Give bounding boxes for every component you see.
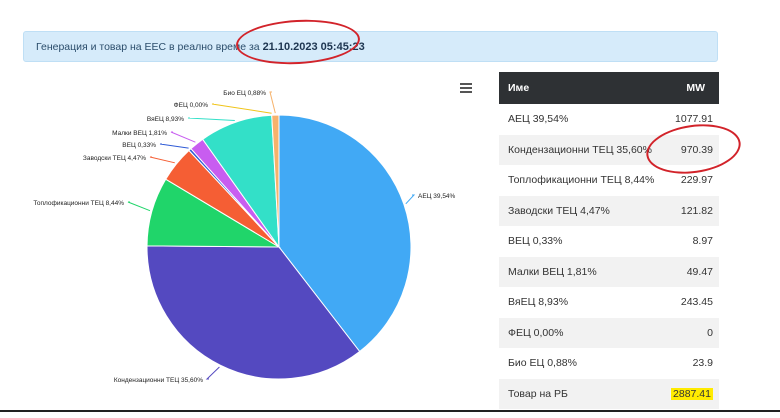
row-mw: 2887.41 (667, 378, 719, 409)
pie-slice[interactable] (271, 114, 280, 248)
table-row: АЕЦ 39,54% 1077.91 (499, 104, 719, 135)
pie-connector (170, 131, 196, 143)
row-name: ВяЕЦ 8,93% (499, 287, 668, 318)
row-mw: 1077.91 (667, 104, 719, 135)
row-name: Заводски ТЕЦ 4,47% (499, 195, 668, 226)
pie-connector (269, 91, 276, 114)
pie-connector (187, 117, 235, 121)
pie-label: Заводски ТЕЦ 4,47% (83, 155, 146, 162)
pie-label: Био ЕЦ 0,88% (223, 90, 266, 97)
row-name: ФЕЦ 0,00% (499, 317, 668, 348)
table-row: ВЕЦ 0,33% 8.97 (499, 226, 719, 257)
row-mw: 49.47 (667, 256, 719, 287)
banner-timestamp: 21.10.2023 05:45:23 (262, 41, 365, 53)
hamburger-icon[interactable] (460, 83, 472, 93)
row-name: Малки ВЕЦ 1,81% (499, 256, 668, 287)
banner-label: Генерация и товар на ЕЕС в реално време … (36, 41, 260, 53)
table-header-row: Име MW (499, 72, 719, 104)
pie-label: Топлофикационни ТЕЦ 8,44% (33, 200, 124, 207)
header-name: Име (499, 72, 668, 104)
banner-text: Генерация и товар на ЕЕС в реално време … (36, 41, 365, 53)
row-mw: 121.82 (667, 195, 719, 226)
row-mw: 23.9 (667, 348, 719, 379)
pie-label: ВяЕЦ 8,93% (147, 116, 184, 123)
table-row: Био ЕЦ 0,88% 23.9 (499, 348, 719, 379)
pie-connector (159, 143, 189, 149)
pie-connector (149, 156, 175, 164)
row-mw: 229.97 (667, 165, 719, 196)
pie-label: Малки ВЕЦ 1,81% (112, 130, 167, 137)
pie-label: АЕЦ 39,54% (418, 193, 456, 200)
realtime-banner: Генерация и товар на ЕЕС в реално време … (23, 31, 718, 62)
row-name: Топлофикационни ТЕЦ 8,44% (499, 165, 668, 196)
pie-label: ВЕЦ 0,33% (122, 142, 156, 149)
pie-connector (405, 194, 416, 205)
generation-pie-chart: АЕЦ 39,54% Кондензационни ТЕЦ 35,60% Топло… (33, 90, 456, 384)
highlighted-total-value: 2887.41 (671, 387, 713, 400)
row-name: Кондензационни ТЕЦ 35,60% (499, 134, 668, 165)
pie-slice[interactable] (146, 245, 361, 380)
pie-connector (211, 103, 272, 114)
table-row: Заводски ТЕЦ 4,47% 121.82 (499, 195, 719, 226)
row-mw: 0 (667, 317, 719, 348)
generation-table: Име MW АЕЦ 39,54% 1077.91 Кондензационни… (499, 72, 719, 409)
row-name: АЕЦ 39,54% (499, 104, 668, 135)
row-mw: 8.97 (667, 226, 719, 257)
pie-label: Кондензационни ТЕЦ 35,60% (114, 377, 203, 384)
row-name: Био ЕЦ 0,88% (499, 348, 668, 379)
row-name: Товар на РБ (499, 378, 668, 409)
pie-connector (127, 201, 151, 212)
row-name: ВЕЦ 0,33% (499, 226, 668, 257)
table-row-total: Товар на РБ 2887.41 (499, 378, 719, 409)
pie-slice[interactable] (278, 114, 412, 353)
pie-connector (205, 366, 220, 380)
row-mw: 243.45 (667, 287, 719, 318)
table-row: ФЕЦ 0,00% 0 (499, 317, 719, 348)
pie-label: ФЕЦ 0,00% (174, 102, 209, 109)
table-row: Топлофикационни ТЕЦ 8,44% 229.97 (499, 165, 719, 196)
table-row: Малки ВЕЦ 1,81% 49.47 (499, 256, 719, 287)
header-mw: MW (667, 72, 719, 104)
row-mw: 970.39 (667, 134, 719, 165)
table-row: Кондензационни ТЕЦ 35,60% 970.39 (499, 134, 719, 165)
bottom-divider (0, 410, 780, 412)
table-row: ВяЕЦ 8,93% 243.45 (499, 287, 719, 318)
